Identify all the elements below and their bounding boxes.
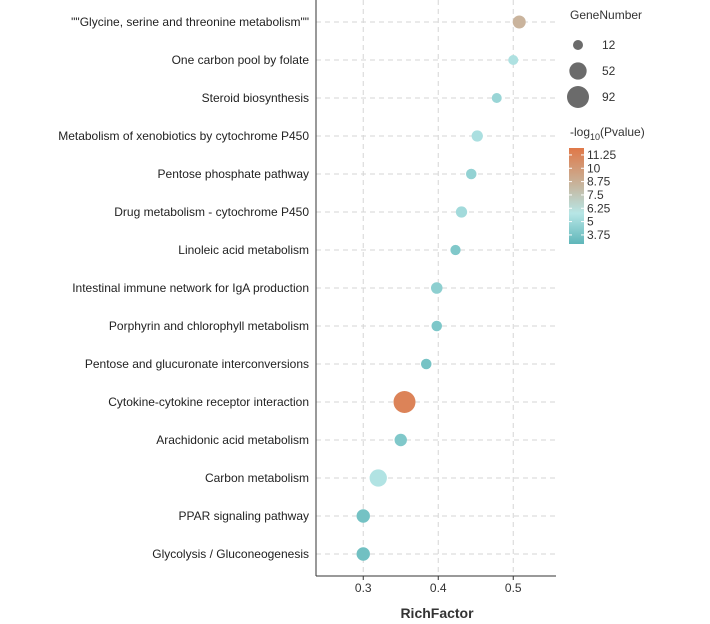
data-point	[471, 130, 483, 142]
color-legend-title-sub: 10	[590, 132, 600, 142]
size-legend-label: 52	[602, 64, 616, 78]
color-legend-title: -log10(Pvalue)	[570, 125, 645, 142]
size-legend-circle	[567, 86, 589, 108]
category-label: Glycolysis / Gluconeogenesis	[152, 547, 309, 561]
x-tick-label: 0.4	[430, 581, 447, 595]
category-label: Carbon metabolism	[205, 471, 309, 485]
data-point	[512, 15, 526, 29]
data-point	[431, 320, 443, 332]
color-legend-label: 3.75	[587, 228, 611, 242]
size-legend-circle	[573, 40, 583, 50]
color-legend-label: 8.75	[587, 175, 611, 189]
x-axis-title: RichFactor	[400, 605, 474, 621]
category-label: PPAR signaling pathway	[178, 509, 309, 523]
size-legend: GeneNumber 12 52 92	[567, 8, 642, 108]
data-point	[430, 282, 443, 294]
grid-lines	[316, 0, 556, 576]
data-point	[508, 55, 519, 65]
color-legend-label: 11.25	[587, 148, 616, 162]
size-legend-label: 12	[602, 38, 616, 52]
category-labels: ""Glycine, serine and threonine metaboli…	[58, 15, 309, 561]
category-label: Intestinal immune network for IgA produc…	[72, 281, 309, 295]
data-point	[394, 433, 407, 447]
category-label: Cytokine-cytokine receptor interaction	[108, 395, 309, 409]
category-label: Drug metabolism - cytochrome P450	[114, 205, 309, 219]
axes: 0.3 0.4 0.5	[315, 0, 556, 595]
data-point	[420, 358, 432, 370]
category-label: Pentose and glucuronate interconversions	[85, 357, 309, 371]
x-tick-label: 0.3	[355, 581, 372, 595]
x-tick-label: 0.5	[505, 581, 522, 595]
category-label: Steroid biosynthesis	[202, 91, 309, 105]
color-legend-title-prefix: -log	[570, 125, 590, 139]
data-point	[393, 391, 416, 413]
size-legend-circle	[569, 62, 587, 80]
category-label: Pentose phosphate pathway	[158, 167, 309, 181]
data-points	[356, 15, 526, 561]
size-legend-title: GeneNumber	[570, 8, 642, 22]
category-label: Arachidonic acid metabolism	[156, 433, 309, 447]
data-point	[356, 509, 370, 523]
category-label: Linoleic acid metabolism	[178, 243, 309, 257]
data-point	[356, 547, 370, 561]
category-label: One carbon pool by folate	[172, 53, 310, 67]
data-point	[491, 93, 502, 103]
data-point	[455, 206, 468, 218]
color-legend-bar	[569, 148, 584, 244]
data-point	[369, 469, 387, 487]
color-legend-label: 10	[587, 161, 601, 175]
color-legend-label: 5	[587, 215, 594, 229]
color-legend-title-suffix: (Pvalue)	[600, 125, 645, 139]
color-legend-label: 7.5	[587, 188, 604, 202]
category-label: Porphyrin and chlorophyll metabolism	[109, 319, 309, 333]
data-point	[450, 244, 461, 256]
color-legend-label: 6.25	[587, 201, 611, 215]
category-label: Metabolism of xenobiotics by cytochrome …	[58, 129, 309, 143]
category-label: ""Glycine, serine and threonine metaboli…	[71, 15, 309, 29]
data-point	[465, 168, 477, 180]
size-legend-label: 92	[602, 90, 616, 104]
